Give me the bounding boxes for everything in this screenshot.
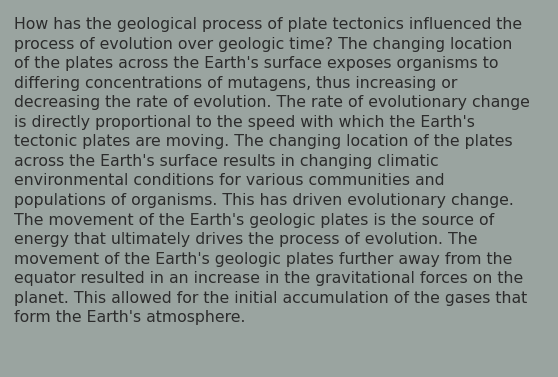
Text: How has the geological process of plate tectonics influenced the
process of evol: How has the geological process of plate …	[14, 17, 530, 325]
